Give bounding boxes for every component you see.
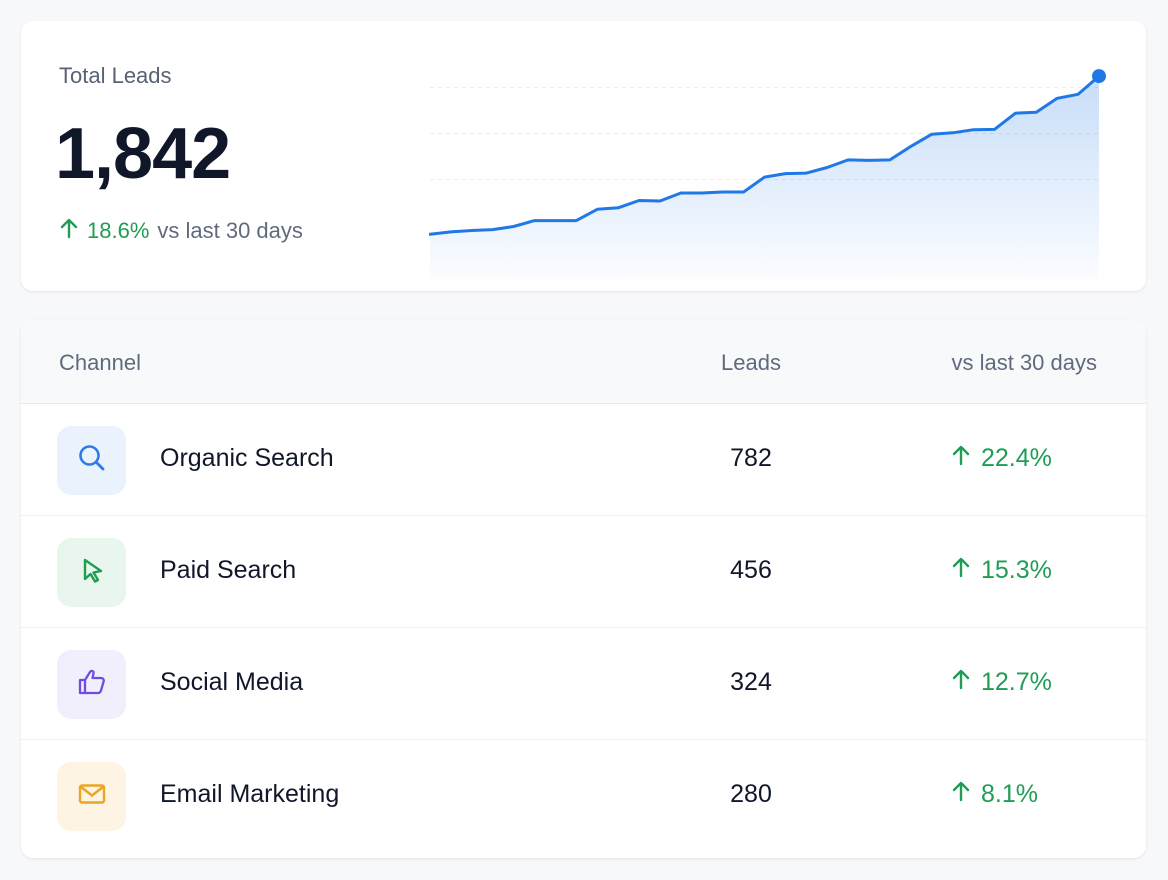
channel-leads: 782: [730, 444, 772, 472]
header-leads: Leads: [721, 350, 781, 375]
channel-change: 12.7%: [951, 668, 1052, 697]
total-leads-delta: 18.6% vs last 30 days: [59, 217, 303, 245]
mail-icon: [75, 777, 109, 816]
trend-end-point: [1092, 69, 1106, 84]
channel-change: 15.3%: [951, 556, 1052, 585]
header-channel: Channel: [59, 350, 141, 375]
total-leads-label: Total Leads: [59, 63, 172, 88]
channel-leads: 324: [730, 668, 772, 696]
table-row[interactable]: Email Marketing 280 8.1%: [21, 740, 1146, 852]
chip-organic: [57, 426, 126, 495]
total-leads-card: Total Leads 1,842 18.6% vs last 30 days: [21, 21, 1146, 291]
channel-change: 22.4%: [951, 444, 1052, 473]
channel-leads: 456: [730, 556, 772, 584]
channel-name: Organic Search: [160, 444, 334, 472]
chip-social: [57, 650, 126, 719]
channel-change-value: 22.4%: [981, 444, 1052, 472]
total-leads-change: 18.6%: [87, 218, 150, 243]
header-change: vs last 30 days: [951, 350, 1097, 375]
arrow-up-icon: [951, 444, 971, 473]
arrow-up-icon: [951, 668, 971, 697]
channel-name: Email Marketing: [160, 780, 340, 808]
channel-name: Paid Search: [160, 556, 297, 584]
arrow-up-icon: [951, 780, 971, 809]
trend-line: [429, 74, 1101, 236]
chip-email: [57, 762, 126, 831]
channel-change-value: 15.3%: [981, 556, 1052, 584]
channel-table: Channel Leads vs last 30 days Organic Se…: [21, 320, 1146, 858]
channel-change: 8.1%: [951, 780, 1038, 809]
thumbs-up-icon: [75, 665, 109, 704]
total-leads-value: 1,842: [55, 114, 231, 194]
channel-change-value: 12.7%: [981, 668, 1052, 696]
cursor-icon: [75, 553, 109, 592]
table-row[interactable]: Social Media 324 12.7%: [21, 628, 1146, 740]
chip-paid: [57, 538, 126, 607]
channel-leads: 280: [730, 780, 772, 808]
search-icon: [75, 441, 109, 480]
channel-change-value: 8.1%: [981, 780, 1038, 808]
table-row[interactable]: Paid Search 456 15.3%: [21, 516, 1146, 628]
table-header: Channel Leads vs last 30 days: [21, 320, 1146, 404]
leads-trend-chart: [429, 69, 1106, 279]
table-row[interactable]: Organic Search 782 22.4%: [21, 404, 1146, 516]
arrow-up-icon: [59, 217, 79, 245]
total-leads-change-suffix: vs last 30 days: [157, 218, 303, 243]
channel-name: Social Media: [160, 668, 304, 696]
arrow-up-icon: [951, 556, 971, 585]
